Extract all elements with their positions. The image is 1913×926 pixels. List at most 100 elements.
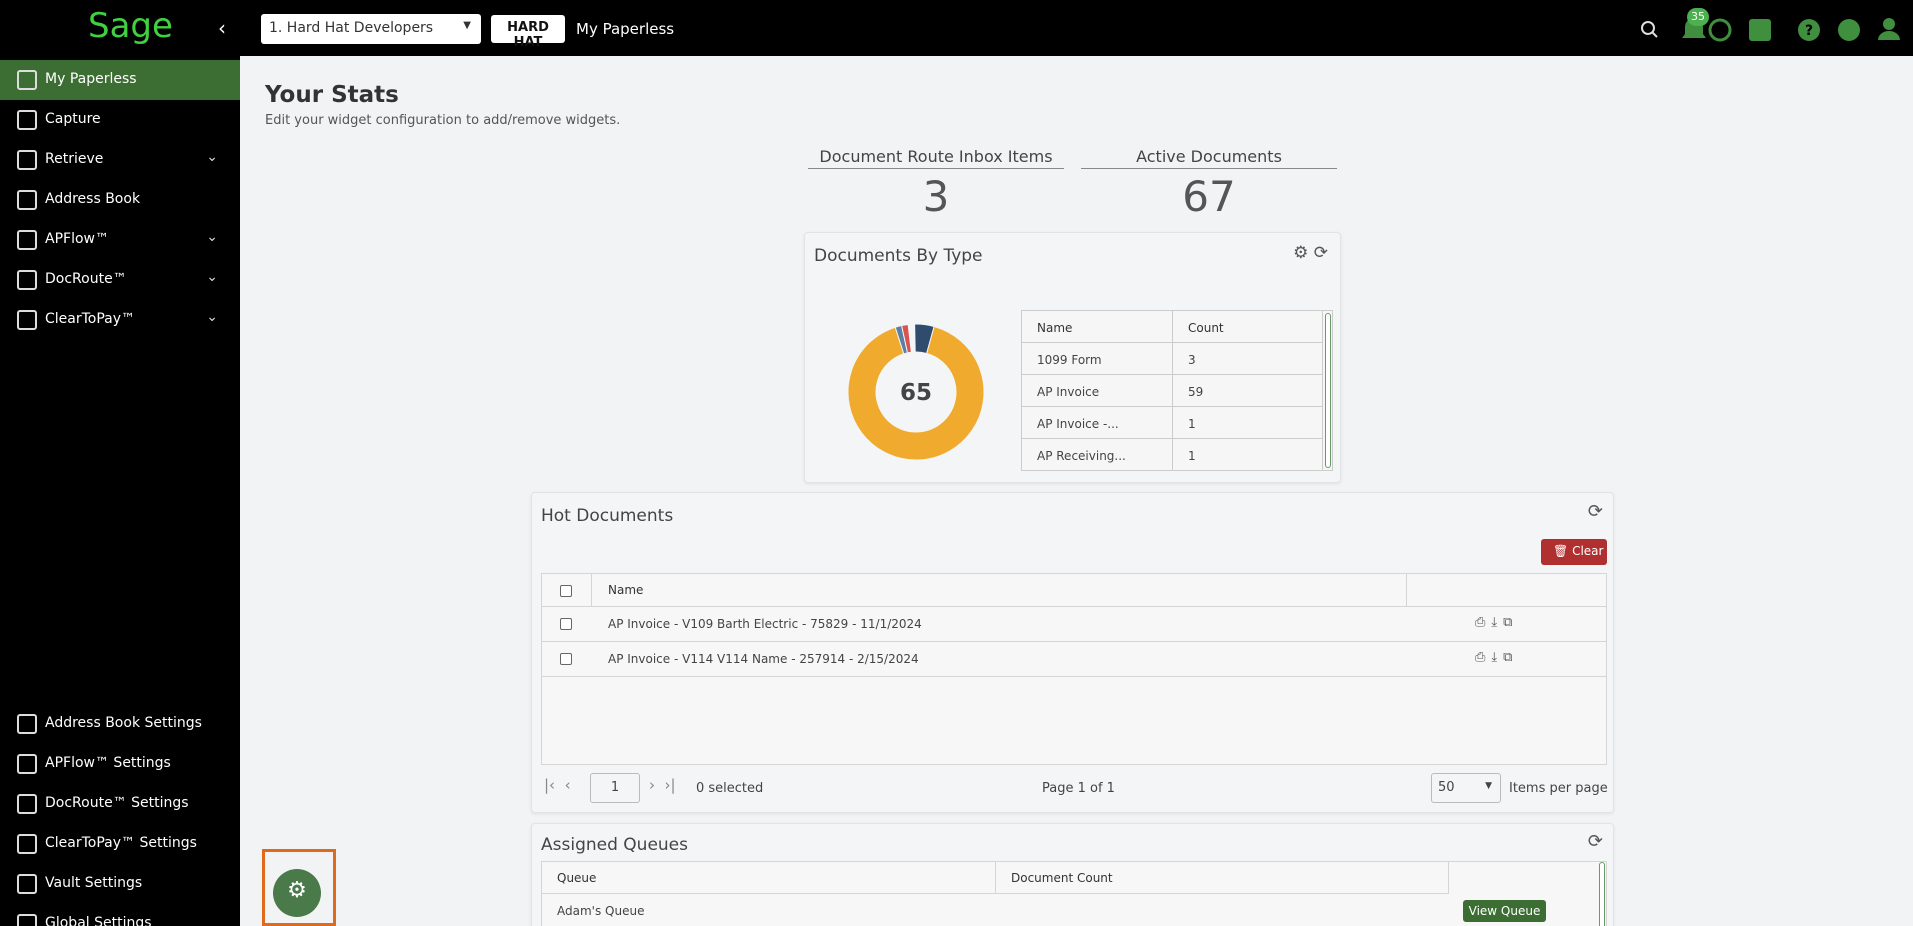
view-queue-button[interactable]: View Queue bbox=[1463, 900, 1546, 922]
cell: 1 bbox=[1173, 439, 1323, 470]
settings-item[interactable]: Global Settings bbox=[0, 904, 240, 926]
logo[interactable]: Sage bbox=[88, 6, 173, 46]
alert[interactable] bbox=[1838, 19, 1860, 41]
col-sep bbox=[591, 574, 592, 607]
refresh[interactable]: ⟳ bbox=[1587, 501, 1603, 522]
stat-label: Document Route Inbox Items bbox=[808, 147, 1064, 169]
document-name[interactable]: AP Invoice - V114 V114 Name - 257914 - 2… bbox=[608, 652, 919, 666]
nav-item[interactable]: Retrieve ⌄ bbox=[0, 140, 240, 180]
per-page-select[interactable]: 50 ▼ bbox=[1431, 773, 1501, 803]
cell: AP Invoice bbox=[1022, 375, 1173, 407]
assigned-queues-card: Assigned Queues ⟳ Queue Document Count Ada… bbox=[531, 823, 1614, 926]
sidebar: My Paperless Capture Retrieve ⌄ Address Book… bbox=[0, 56, 240, 926]
nav-label: Capture bbox=[45, 111, 101, 127]
column-header: Document Count bbox=[996, 862, 1449, 894]
nav-icon bbox=[17, 110, 37, 130]
page-title: Your Stats bbox=[265, 82, 399, 108]
nav-label: DocRoute™ Settings bbox=[45, 795, 189, 811]
scrollbar bbox=[1325, 313, 1331, 468]
chevron: ⌄ bbox=[206, 269, 218, 285]
stat-label: Active Documents bbox=[1081, 147, 1337, 169]
nav-label: Vault Settings bbox=[45, 875, 143, 891]
nav-icon bbox=[17, 150, 37, 170]
settings-item[interactable]: Vault Settings bbox=[0, 864, 240, 904]
nav-label: Address Book Settings bbox=[45, 715, 202, 731]
nav-icon bbox=[17, 754, 37, 774]
checkbox[interactable] bbox=[560, 585, 572, 597]
cell: 59 bbox=[1173, 375, 1323, 407]
search[interactable] bbox=[1641, 21, 1655, 35]
nav-label: APFlow™ Settings bbox=[45, 755, 171, 771]
company-select[interactable]: 1. Hard Hat Developers ▼ bbox=[261, 14, 481, 44]
help[interactable] bbox=[1798, 19, 1820, 41]
row-actions[interactable]: ⎙⤓⧉ bbox=[1475, 615, 1519, 630]
donut-segment[interactable] bbox=[847, 325, 985, 461]
nav-icon bbox=[17, 190, 37, 210]
scrollbar bbox=[1599, 862, 1605, 926]
nav-label: Address Book bbox=[45, 191, 141, 207]
page-info: Page 1 of 1 bbox=[1042, 781, 1115, 796]
column-header: Count bbox=[1173, 311, 1323, 343]
donut-total: 65 bbox=[900, 380, 932, 406]
document-name[interactable]: AP Invoice - V109 Barth Electric - 75829… bbox=[608, 617, 922, 631]
hot-documents-card: Hot Documents ⟳ 🗑 Clear Name AP Invoice -… bbox=[531, 492, 1614, 813]
user[interactable] bbox=[1883, 18, 1895, 30]
settings-item[interactable]: ClearToPay™ Settings bbox=[0, 824, 240, 864]
nav-item[interactable]: ClearToPay™ ⌄ bbox=[0, 300, 240, 340]
nav-item[interactable]: My Paperless bbox=[0, 60, 240, 100]
nav-label: APFlow™ bbox=[45, 231, 109, 247]
stat-value: 67 bbox=[1182, 172, 1236, 221]
nav-icon bbox=[17, 270, 37, 290]
nav-label: ClearToPay™ bbox=[45, 311, 136, 327]
cell: AP Invoice -... bbox=[1022, 407, 1173, 439]
row bbox=[542, 642, 1606, 677]
nav-icon bbox=[17, 914, 37, 926]
history[interactable] bbox=[1708, 18, 1732, 42]
nav-label: My Paperless bbox=[45, 71, 137, 87]
nav-icon bbox=[17, 714, 37, 734]
chevron: ⌄ bbox=[206, 229, 218, 245]
column-header: Name bbox=[608, 583, 644, 597]
collapse[interactable]: ‹ bbox=[218, 16, 226, 40]
nav-label: Global Settings bbox=[45, 915, 152, 926]
nav-item[interactable]: APFlow™ ⌄ bbox=[0, 220, 240, 260]
settings-item[interactable]: DocRoute™ Settings bbox=[0, 784, 240, 824]
feed[interactable] bbox=[1749, 19, 1771, 41]
chevron: ⌄ bbox=[206, 309, 218, 325]
donut-segment[interactable] bbox=[901, 323, 912, 354]
settings-fab[interactable]: ⚙ bbox=[273, 869, 321, 917]
page-input[interactable]: 1 bbox=[590, 773, 640, 803]
row bbox=[542, 607, 1606, 642]
pager-first-prev[interactable]: |‹ ‹ bbox=[544, 776, 571, 794]
cell: 1099 Form bbox=[1022, 343, 1173, 375]
documents-by-type-card: Documents By Type ⚙ ⟳ 65 Name Count 1099 F… bbox=[804, 232, 1341, 483]
column-header: Name bbox=[1022, 311, 1173, 343]
settings-item[interactable]: APFlow™ Settings bbox=[0, 744, 240, 784]
nav-item[interactable]: DocRoute™ ⌄ bbox=[0, 260, 240, 300]
column-header: Queue bbox=[542, 862, 996, 894]
nav-icon bbox=[17, 874, 37, 894]
nav-item[interactable]: Capture bbox=[0, 100, 240, 140]
settings-item[interactable]: Address Book Settings bbox=[0, 704, 240, 744]
per-page-label: Items per page bbox=[1509, 781, 1608, 796]
card-title: Assigned Queues bbox=[541, 835, 688, 855]
refresh[interactable]: ⟳ bbox=[1587, 831, 1603, 852]
highlight-box bbox=[262, 849, 336, 926]
selected-count: 0 selected bbox=[696, 781, 764, 796]
pager-next-last[interactable]: › ›| bbox=[649, 776, 676, 794]
per-page: 50 bbox=[1438, 780, 1455, 795]
nav-item[interactable]: Address Book bbox=[0, 180, 240, 220]
checkbox[interactable] bbox=[560, 653, 572, 665]
nav-icon bbox=[17, 230, 37, 250]
header-row bbox=[542, 574, 1606, 607]
card-title: Documents By Type bbox=[814, 246, 983, 266]
nav-icon bbox=[17, 310, 37, 330]
card-actions[interactable]: ⚙ ⟳ bbox=[1293, 243, 1328, 263]
cell: AP Receiving... bbox=[1022, 439, 1173, 470]
nav-icon bbox=[17, 794, 37, 814]
checkbox[interactable] bbox=[560, 618, 572, 630]
stat-value: 3 bbox=[922, 172, 950, 221]
clear-button[interactable]: 🗑 Clear bbox=[1541, 539, 1607, 565]
page-subtitle: Edit your widget configuration to add/re… bbox=[265, 113, 621, 128]
row-actions[interactable]: ⎙⤓⧉ bbox=[1475, 650, 1519, 665]
